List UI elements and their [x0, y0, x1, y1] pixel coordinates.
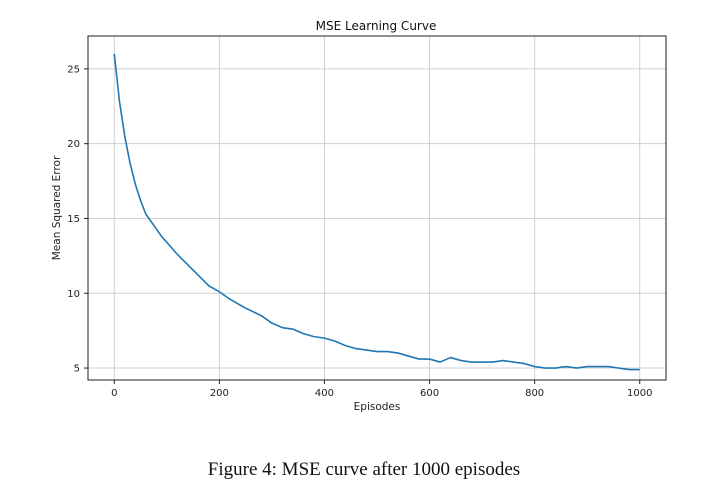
x-tick-label: 200 [210, 388, 229, 399]
y-axis-label: Mean Squared Error [51, 155, 63, 260]
y-tick-label: 25 [67, 64, 80, 75]
x-axis-ticks: 0 200 400 600 800 1000 [111, 380, 652, 399]
x-tick-label: 800 [525, 388, 544, 399]
y-axis-ticks: 5 10 15 20 25 [67, 64, 88, 375]
y-tick-label: 5 [74, 364, 80, 375]
x-tick-label: 0 [111, 388, 117, 399]
x-tick-label: 400 [315, 388, 334, 399]
grid-lines [88, 36, 666, 380]
x-tick-label: 1000 [627, 388, 652, 399]
y-tick-label: 20 [67, 139, 80, 150]
y-tick-label: 15 [67, 214, 80, 225]
x-axis-label: Episodes [354, 401, 401, 413]
y-tick-label: 10 [67, 289, 80, 300]
chart-title: MSE Learning Curve [316, 19, 437, 33]
plot-line-layer [113, 53, 640, 371]
plot-area-frame [87, 35, 667, 381]
figure-caption: Figure 4: MSE curve after 1000 episodes [207, 459, 521, 480]
mse-series-line [113, 53, 640, 371]
x-tick-label: 600 [420, 388, 439, 399]
